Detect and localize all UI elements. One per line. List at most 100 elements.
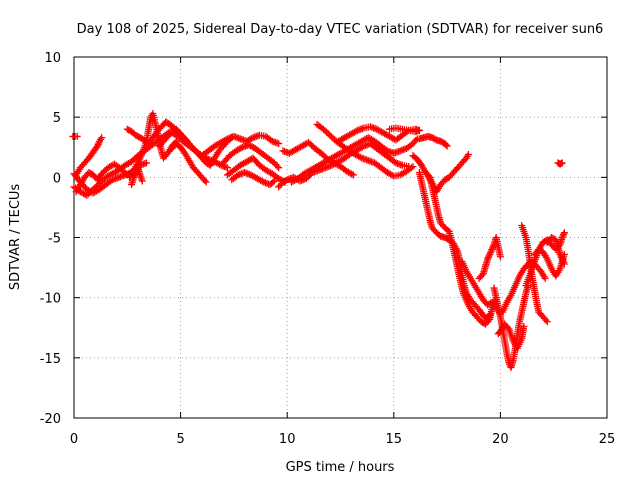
data-point <box>275 164 283 172</box>
data-point <box>541 274 549 282</box>
data-series <box>287 134 421 186</box>
data-point <box>484 317 492 325</box>
data-point <box>275 140 283 148</box>
data-point <box>558 234 566 241</box>
data-point <box>560 260 568 268</box>
data-point <box>349 171 357 179</box>
data-series <box>228 169 278 189</box>
data-series <box>155 125 236 169</box>
data-point <box>324 130 332 138</box>
data-point <box>542 316 550 324</box>
data-point <box>487 247 495 255</box>
data-series <box>224 154 289 186</box>
y-tick-label: -5 <box>48 232 61 247</box>
data-point <box>93 142 101 150</box>
data-point <box>327 133 335 141</box>
data-point <box>237 144 245 152</box>
data-point <box>319 151 327 159</box>
data-point <box>356 153 364 161</box>
data-point <box>559 232 567 240</box>
y-tick-label: -15 <box>40 352 61 367</box>
data-point <box>352 127 360 135</box>
data-series <box>475 234 504 282</box>
data-series <box>554 159 566 168</box>
data-series <box>494 320 528 352</box>
data-point <box>308 141 316 149</box>
data-series <box>313 120 417 180</box>
data-series <box>219 141 283 172</box>
x-tick-label: 5 <box>176 432 184 447</box>
x-tick-label: 10 <box>279 432 296 447</box>
data-point <box>319 125 327 133</box>
data-point <box>323 128 331 136</box>
data-points-layer <box>69 110 568 371</box>
data-point <box>273 162 281 170</box>
data-point <box>269 178 277 186</box>
data-point <box>560 230 568 238</box>
y-tick-label: 0 <box>53 171 61 186</box>
data-series <box>279 138 357 179</box>
data-series <box>128 164 146 189</box>
grid-layer <box>74 57 607 418</box>
data-point <box>558 159 566 167</box>
data-point <box>201 177 209 185</box>
data-point <box>224 164 232 172</box>
x-tick-label: 25 <box>599 432 616 447</box>
data-point <box>96 179 104 187</box>
data-point <box>98 134 106 142</box>
data-series <box>72 159 150 196</box>
data-point <box>130 172 138 180</box>
data-point <box>129 156 137 164</box>
data-point <box>557 252 565 260</box>
data-point <box>559 257 567 265</box>
data-point <box>443 142 451 150</box>
data-series <box>386 124 423 136</box>
y-tick-label: -10 <box>40 292 61 307</box>
x-tick-label: 15 <box>386 432 403 447</box>
data-point <box>119 166 127 174</box>
data-series <box>415 132 451 150</box>
data-point <box>484 254 492 262</box>
y-tick-label: 10 <box>44 51 61 66</box>
data-point <box>558 255 566 263</box>
x-tick-label: 20 <box>492 432 509 447</box>
x-axis-label: GPS time / hours <box>286 460 395 475</box>
data-point <box>486 250 494 258</box>
x-tick-label: 0 <box>70 432 78 447</box>
data-point <box>560 229 568 237</box>
data-point <box>412 136 420 144</box>
data-point <box>83 191 91 199</box>
data-point <box>496 253 504 261</box>
data-point <box>560 258 568 266</box>
data-point <box>97 178 105 186</box>
data-point <box>486 249 494 257</box>
data-point <box>485 252 493 260</box>
data-point <box>130 173 138 181</box>
data-point <box>99 168 107 176</box>
data-point <box>489 242 497 250</box>
data-point <box>216 160 224 168</box>
data-point <box>558 254 566 262</box>
data-point <box>282 177 290 185</box>
data-point <box>305 138 313 146</box>
data-point <box>317 149 325 157</box>
data-series <box>422 169 500 328</box>
y-axis-label: SDTVAR / TECUs <box>8 184 23 291</box>
data-point <box>489 244 497 252</box>
data-point <box>504 323 512 331</box>
data-point <box>543 318 551 326</box>
data-point <box>407 164 415 172</box>
data-series <box>198 131 283 160</box>
data-point <box>484 255 492 263</box>
data-point <box>128 158 136 166</box>
data-point <box>415 126 423 134</box>
data-point <box>348 170 356 178</box>
data-point <box>329 134 337 142</box>
data-point <box>520 323 528 331</box>
tick-label-layer: 0 5 10 15 20 25 -20 -15 -10 -5 0 5 10 <box>40 51 616 447</box>
data-series <box>72 134 106 179</box>
data-point <box>258 177 266 185</box>
y-tick-label: 5 <box>53 111 61 126</box>
data-point <box>464 150 472 158</box>
data-point <box>409 163 417 171</box>
